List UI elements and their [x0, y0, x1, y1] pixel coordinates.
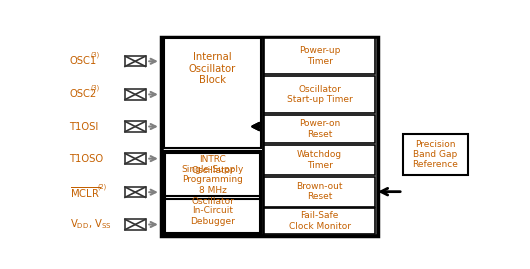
- Bar: [165, 151, 260, 178]
- Text: Power-on
Reset: Power-on Reset: [299, 119, 340, 139]
- Bar: [264, 177, 375, 207]
- Text: Oscillator
Start-up Timer: Oscillator Start-up Timer: [287, 85, 352, 104]
- Text: OSC1: OSC1: [69, 56, 97, 66]
- Text: Single-Supply
Programming: Single-Supply Programming: [181, 165, 244, 184]
- Text: In-Circuit
Debugger: In-Circuit Debugger: [190, 206, 235, 226]
- Bar: [164, 38, 261, 148]
- Bar: [263, 37, 377, 235]
- Text: Internal
Oscillator
Block: Internal Oscillator Block: [189, 52, 236, 85]
- Bar: [264, 208, 375, 234]
- Bar: [264, 38, 375, 74]
- Text: Fail-Safe
Clock Monitor: Fail-Safe Clock Monitor: [289, 211, 351, 231]
- Bar: [264, 76, 375, 113]
- Bar: [125, 187, 146, 197]
- Bar: [125, 219, 146, 230]
- Text: T1OSI: T1OSI: [69, 122, 99, 132]
- Bar: [161, 37, 378, 236]
- Bar: [403, 134, 468, 175]
- Bar: [125, 121, 146, 132]
- Text: 8 MHz
Oscillator: 8 MHz Oscillator: [191, 186, 234, 206]
- Text: INTRC
Oscillator: INTRC Oscillator: [191, 155, 234, 175]
- Bar: [165, 199, 260, 233]
- Text: (2): (2): [98, 183, 107, 190]
- Text: Precision
Band Gap
Reference: Precision Band Gap Reference: [412, 140, 458, 169]
- Bar: [125, 56, 146, 66]
- Bar: [264, 144, 375, 175]
- Text: (3): (3): [90, 85, 99, 91]
- Text: Watchdog
Timer: Watchdog Timer: [297, 150, 342, 169]
- Bar: [264, 115, 375, 143]
- Bar: [165, 182, 260, 209]
- Bar: [164, 151, 261, 234]
- Text: OSC2: OSC2: [69, 89, 97, 100]
- Text: Power-up
Timer: Power-up Timer: [299, 46, 340, 66]
- Text: $\overline{\rm MCLR}$: $\overline{\rm MCLR}$: [69, 185, 100, 200]
- Bar: [125, 89, 146, 100]
- Text: Brown-out
Reset: Brown-out Reset: [296, 182, 343, 201]
- Text: V$_{\mathregular{DD}}$, V$_{\mathregular{SS}}$: V$_{\mathregular{DD}}$, V$_{\mathregular…: [69, 218, 111, 231]
- Text: T1OSO: T1OSO: [69, 154, 104, 164]
- Bar: [165, 153, 260, 196]
- Text: (3): (3): [90, 52, 99, 58]
- Bar: [125, 153, 146, 164]
- Bar: [162, 37, 263, 235]
